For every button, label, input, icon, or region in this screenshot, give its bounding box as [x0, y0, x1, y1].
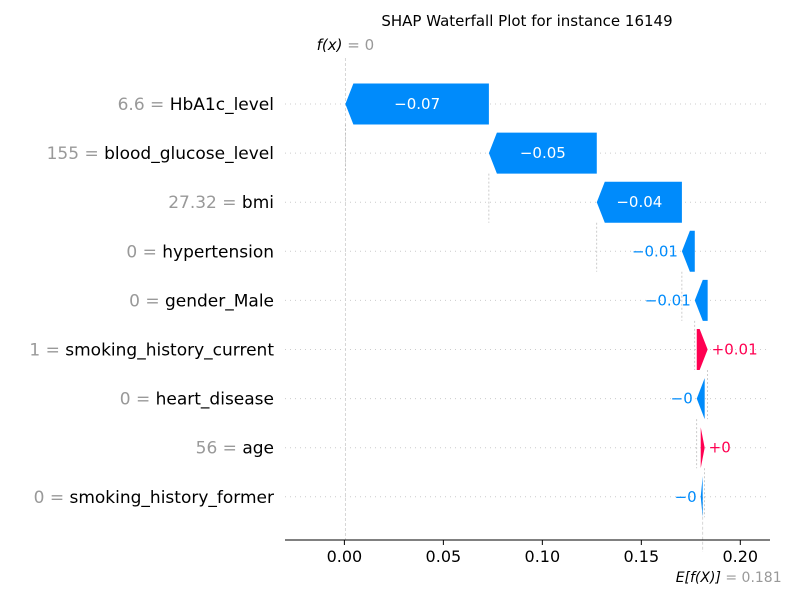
ex-label-name: E[f(X)] — [676, 570, 726, 586]
feature-label: 0 = hypertension — [126, 242, 274, 262]
shap-value-label: −0.01 — [645, 291, 691, 309]
bars: −0.07 −0.05 −0.04 −0.01 −0.01 +0.01 −0 +0 −0 — [345, 83, 758, 518]
x-tick-label: 0.00 — [327, 547, 363, 566]
shap-value-label: −0.07 — [394, 95, 440, 113]
feature-label: 56 = age — [196, 439, 274, 459]
x-tick-label: 0.15 — [624, 547, 660, 566]
shap-bar — [345, 83, 489, 125]
x-tick-label: 0.05 — [426, 547, 462, 566]
feature-label: 0 = gender_Male — [129, 291, 274, 311]
shap-value-label: −0.04 — [616, 193, 662, 211]
feature-label: 155 = blood_glucose_level — [47, 144, 274, 164]
feature-value: 0 = — [34, 488, 70, 508]
shap-bar — [696, 378, 705, 420]
feature-name: HbA1c_level — [170, 95, 274, 115]
feature-name: hypertension — [162, 242, 274, 262]
feature-value: 6.6 = — [118, 95, 170, 115]
x-axis: 0.00 0.05 0.10 0.15 0.20 — [285, 539, 770, 566]
feature-value: 0 = — [120, 390, 156, 410]
feature-value: 1 = — [29, 341, 65, 361]
shap-bar — [681, 230, 695, 272]
feature-name: age — [242, 439, 274, 459]
shap-value-label: −0 — [671, 390, 693, 408]
shap-value-label: +0.01 — [712, 341, 758, 359]
feature-label: 0 = smoking_history_former — [34, 488, 274, 508]
feature-value: 27.32 = — [168, 193, 242, 213]
x-tick-label: 0.20 — [722, 547, 758, 566]
feature-value: 155 = — [47, 144, 105, 164]
shap-value-label: −0.05 — [520, 144, 566, 162]
shap-bar — [596, 181, 682, 223]
fx-label-name: f(x) — [317, 36, 348, 54]
shap-value-label: −0 — [675, 488, 697, 506]
feature-name: bmi — [242, 193, 274, 213]
shap-bar — [694, 279, 708, 321]
shap-value-label: +0 — [709, 439, 731, 457]
shap-bar — [696, 329, 708, 370]
shap-bar — [700, 427, 705, 469]
fx-label-value: = 0 — [347, 36, 374, 54]
feature-label: 1 = smoking_history_current — [29, 341, 274, 361]
feature-value: 0 = — [129, 291, 165, 311]
feature-name: smoking_history_current — [65, 341, 274, 361]
feature-label: 27.32 = bmi — [168, 193, 274, 213]
feature-name: blood_glucose_level — [104, 144, 274, 164]
feature-name: smoking_history_former — [69, 488, 274, 508]
feature-name: gender_Male — [165, 291, 274, 311]
chart-title: SHAP Waterfall Plot for instance 16149 — [381, 12, 672, 30]
ex-label: E[f(X)] = 0.181 — [676, 570, 782, 586]
ex-label-value: = 0.181 — [725, 570, 781, 586]
fx-label: f(x) = 0 — [317, 36, 375, 54]
feature-value: 0 = — [126, 242, 162, 262]
shap-bar — [488, 132, 597, 174]
shap-value-label: −0.01 — [632, 242, 678, 260]
feature-value: 56 = — [196, 439, 243, 459]
shap-bar — [700, 476, 703, 518]
feature-labels: 6.6 = HbA1c_level 155 = blood_glucose_lev… — [29, 95, 274, 508]
feature-label: 6.6 = HbA1c_level — [118, 95, 274, 115]
feature-name: heart_disease — [156, 390, 274, 410]
x-tick-label: 0.10 — [525, 547, 561, 566]
feature-label: 0 = heart_disease — [120, 390, 274, 410]
